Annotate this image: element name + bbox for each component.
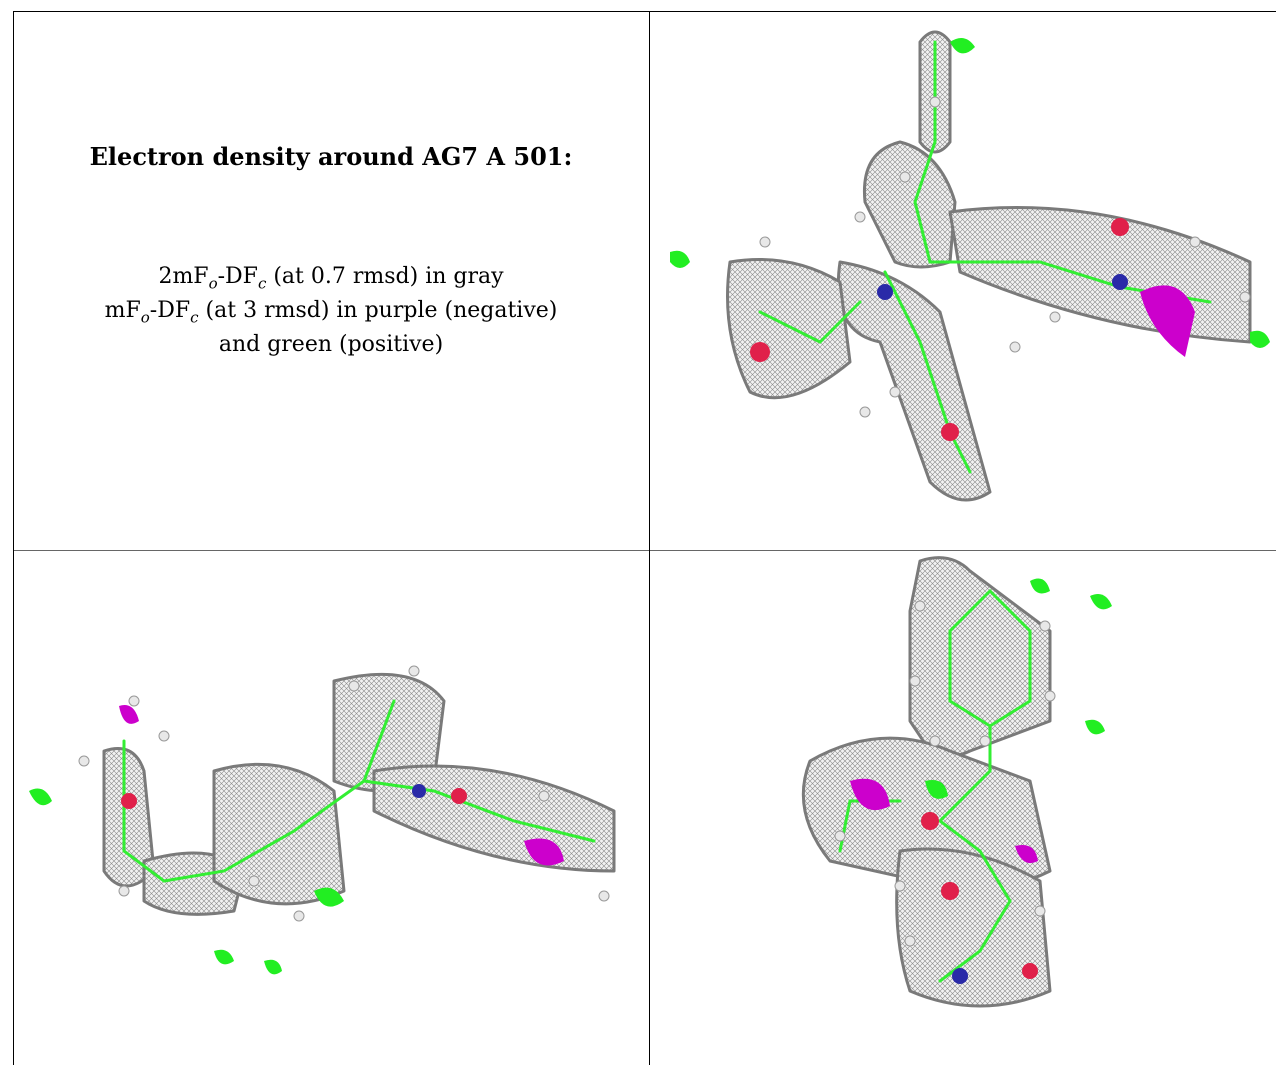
left-border [13,11,14,1065]
view-top-right [650,12,1276,550]
center-divider [649,11,650,1065]
top-border [13,11,1276,12]
caption-cell: Electron density around AG7 A 501: 2mFo-… [13,12,649,550]
density-view-icon [801,556,1112,1008]
positive-map-line: and green (positive) [218,332,444,357]
view-bottom-left [14,551,649,1065]
ligand-bonds [122,699,596,883]
figure-title: Electron density around AG7 A 501: [89,142,573,171]
middle-divider [13,550,1276,551]
figure-description: 2mFo-DFc (at 0.7 rmsd) in gray mFo-DFc (… [13,260,649,362]
gray-map-line: 2mFo-DFc (at 0.7 rmsd) in gray [158,264,504,293]
density-view-icon [670,30,1270,502]
difference-map-line: mFo-DFc (at 3 rmsd) in purple (negative) [104,298,558,327]
density-view-icon [29,665,616,975]
view-bottom-right [650,551,1276,1065]
